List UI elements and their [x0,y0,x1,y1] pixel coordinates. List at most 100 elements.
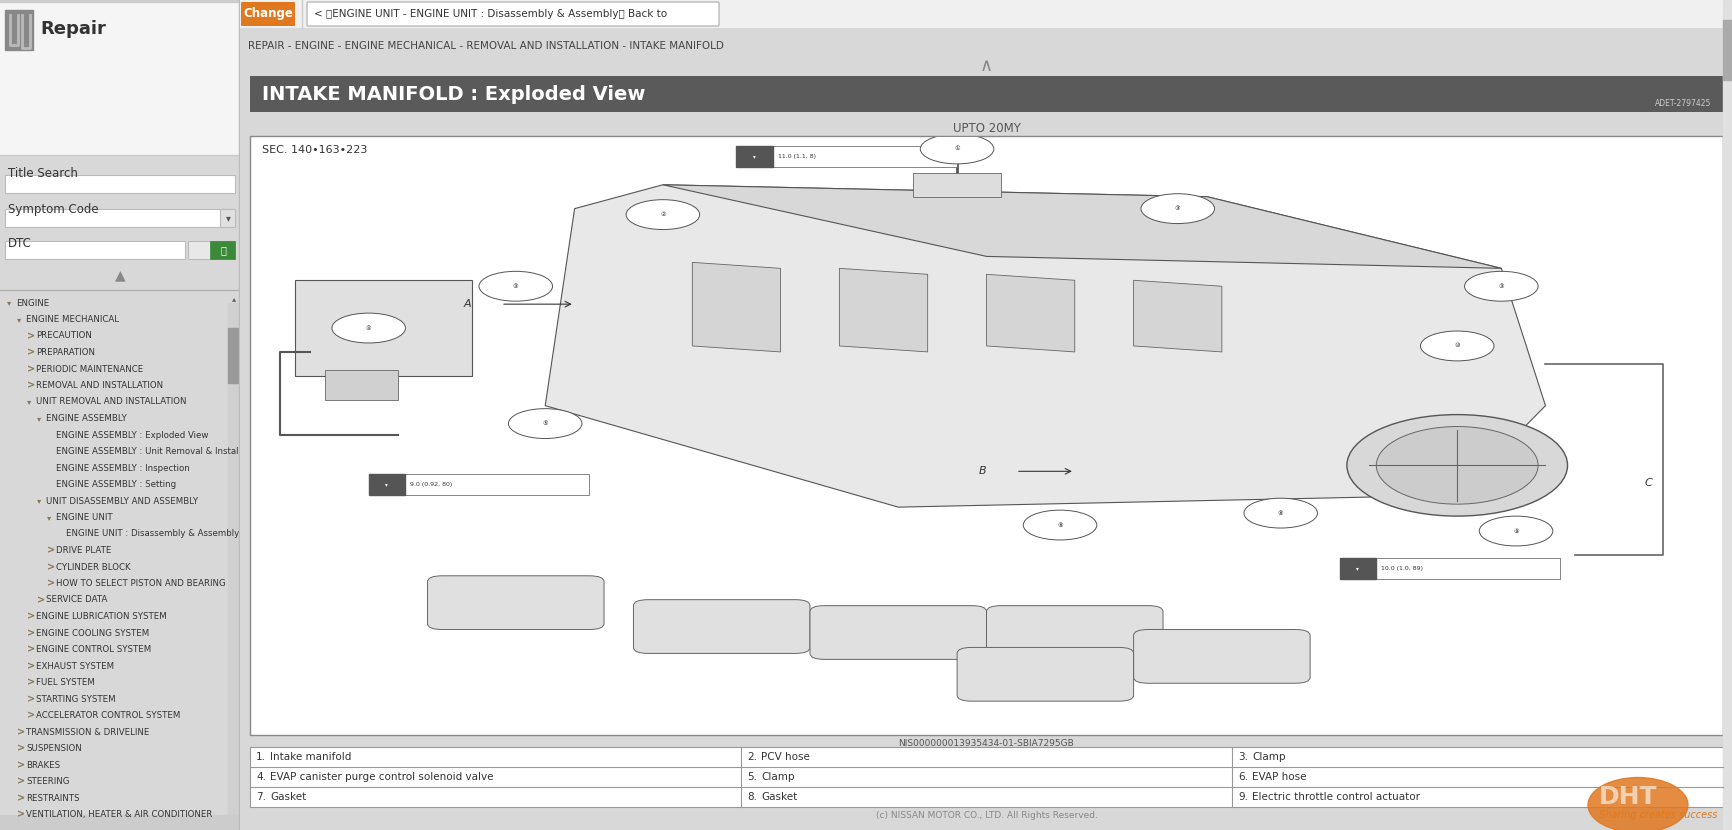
Text: >: > [47,579,55,588]
Text: ①: ① [954,146,960,151]
Text: A: A [464,299,471,309]
Text: REMOVAL AND INSTALLATION: REMOVAL AND INSTALLATION [36,381,163,390]
Ellipse shape [1346,415,1567,516]
Bar [5,241,185,259]
Bar [324,370,398,400]
Ellipse shape [920,134,992,164]
Bar [249,747,1722,807]
Text: 3.: 3. [1237,752,1247,762]
Text: < 『ENGINE UNIT - ENGINE UNIT : Disassembly & Assembly』 Back to: < 『ENGINE UNIT - ENGINE UNIT : Disassemb… [313,9,667,19]
Text: CYLINDER BLOCK: CYLINDER BLOCK [55,563,130,572]
Bar [1339,558,1375,579]
Ellipse shape [1244,498,1316,528]
Text: VENTILATION, HEATER & AIR CONDITIONER: VENTILATION, HEATER & AIR CONDITIONER [26,810,213,819]
Text: ▾: ▾ [17,315,21,324]
Text: PRECAUTION: PRECAUTION [36,331,92,340]
Text: >: > [28,710,35,720]
Text: FUEL SYSTEM: FUEL SYSTEM [36,678,95,687]
Bar [249,76,1722,112]
Text: 5.: 5. [746,772,757,782]
Text: 6.: 6. [1237,772,1247,782]
Text: >: > [47,545,55,555]
Text: Electric throttle control actuator: Electric throttle control actuator [1251,792,1419,802]
Text: DHT: DHT [1599,785,1656,809]
Text: ENGINE COOLING SYSTEM: ENGINE COOLING SYSTEM [36,628,149,637]
Bar [249,136,1722,735]
Ellipse shape [1375,427,1538,504]
Ellipse shape [1140,193,1214,223]
Ellipse shape [1420,331,1493,361]
Text: STEERING: STEERING [26,777,69,786]
FancyBboxPatch shape [956,647,1133,701]
Text: ⑩: ⑩ [1453,344,1458,349]
Bar [239,0,1732,28]
Bar [5,175,236,193]
Text: SEC. 140•163•223: SEC. 140•163•223 [262,145,367,155]
Text: >: > [36,595,45,605]
Text: PERIODIC MAINTENANCE: PERIODIC MAINTENANCE [36,364,144,374]
Bar [913,173,1001,197]
Bar [294,281,471,376]
Bar [1722,20,1732,80]
Text: >: > [28,645,35,655]
Text: >: > [17,777,24,787]
Text: Gasket: Gasket [760,792,797,802]
Text: ②: ② [660,212,665,217]
Text: >: > [28,364,35,374]
Text: UNIT DISASSEMBLY AND ASSEMBLY: UNIT DISASSEMBLY AND ASSEMBLY [47,496,197,505]
Bar [5,209,236,227]
FancyBboxPatch shape [241,2,294,26]
Text: EXHAUST SYSTEM: EXHAUST SYSTEM [36,662,114,671]
Text: UNIT REMOVAL AND INSTALLATION: UNIT REMOVAL AND INSTALLATION [36,398,187,407]
Text: NIS000000013935434-01-SBIA7295GB: NIS000000013935434-01-SBIA7295GB [899,739,1074,748]
Text: ✕: ✕ [1276,502,1283,512]
Text: ▾: ▾ [7,299,10,307]
Text: >: > [17,744,24,754]
Text: ▲: ▲ [114,268,125,282]
Text: 10.0 (1.0, 89): 10.0 (1.0, 89) [1380,566,1422,571]
Text: >: > [17,727,24,737]
Bar [369,474,589,496]
Text: ACCELERATOR CONTROL SYSTEM: ACCELERATOR CONTROL SYSTEM [36,711,180,720]
Text: >: > [28,612,35,622]
Text: ENGINE ASSEMBLY : Setting: ENGINE ASSEMBLY : Setting [55,480,177,489]
Text: BRAKES: BRAKES [26,760,61,769]
Text: EVAP canister purge control solenoid valve: EVAP canister purge control solenoid val… [270,772,494,782]
Text: ENGINE ASSEMBLY : Exploded View: ENGINE ASSEMBLY : Exploded View [55,431,208,440]
Text: ⑧: ⑧ [1276,510,1283,515]
Text: Intake manifold: Intake manifold [270,752,352,762]
Ellipse shape [1587,778,1687,830]
Text: PCV hose: PCV hose [760,752,809,762]
Text: SUSPENSION: SUSPENSION [26,744,81,753]
Text: 7.: 7. [256,792,265,802]
Polygon shape [663,185,1500,268]
Text: STARTING SYSTEM: STARTING SYSTEM [36,695,116,704]
Text: ENGINE LUBRICATION SYSTEM: ENGINE LUBRICATION SYSTEM [36,612,166,621]
Text: >: > [28,380,35,390]
Text: ENGINE ASSEMBLY: ENGINE ASSEMBLY [47,414,126,423]
Bar [220,209,236,227]
Text: 1.: 1. [256,752,265,762]
Text: ENGINE ASSEMBLY : Inspection: ENGINE ASSEMBLY : Inspection [55,463,189,472]
Text: >: > [47,562,55,572]
FancyBboxPatch shape [809,606,986,659]
Text: 8.: 8. [746,792,757,802]
Bar [210,241,236,259]
Text: REPAIR - ENGINE - ENGINE MECHANICAL - REMOVAL AND INSTALLATION - INTAKE MANIFOLD: REPAIR - ENGINE - ENGINE MECHANICAL - RE… [248,41,724,51]
Bar [369,474,405,496]
FancyBboxPatch shape [986,606,1162,659]
Text: ▾: ▾ [225,213,230,223]
Text: ▾: ▾ [28,398,31,407]
Text: Symptom Code: Symptom Code [9,203,99,216]
Text: Clamp: Clamp [760,772,793,782]
FancyBboxPatch shape [307,2,719,26]
Text: RESTRAINTS: RESTRAINTS [26,793,80,803]
Text: >: > [28,677,35,687]
Polygon shape [986,274,1074,352]
Text: >: > [28,331,35,341]
Polygon shape [546,185,1545,507]
Text: (c) NISSAN MOTOR CO., LTD. All Rights Reserved.: (c) NISSAN MOTOR CO., LTD. All Rights Re… [875,811,1096,819]
Bar [0,0,239,2]
FancyBboxPatch shape [634,599,809,653]
Text: ▾: ▾ [385,482,388,487]
